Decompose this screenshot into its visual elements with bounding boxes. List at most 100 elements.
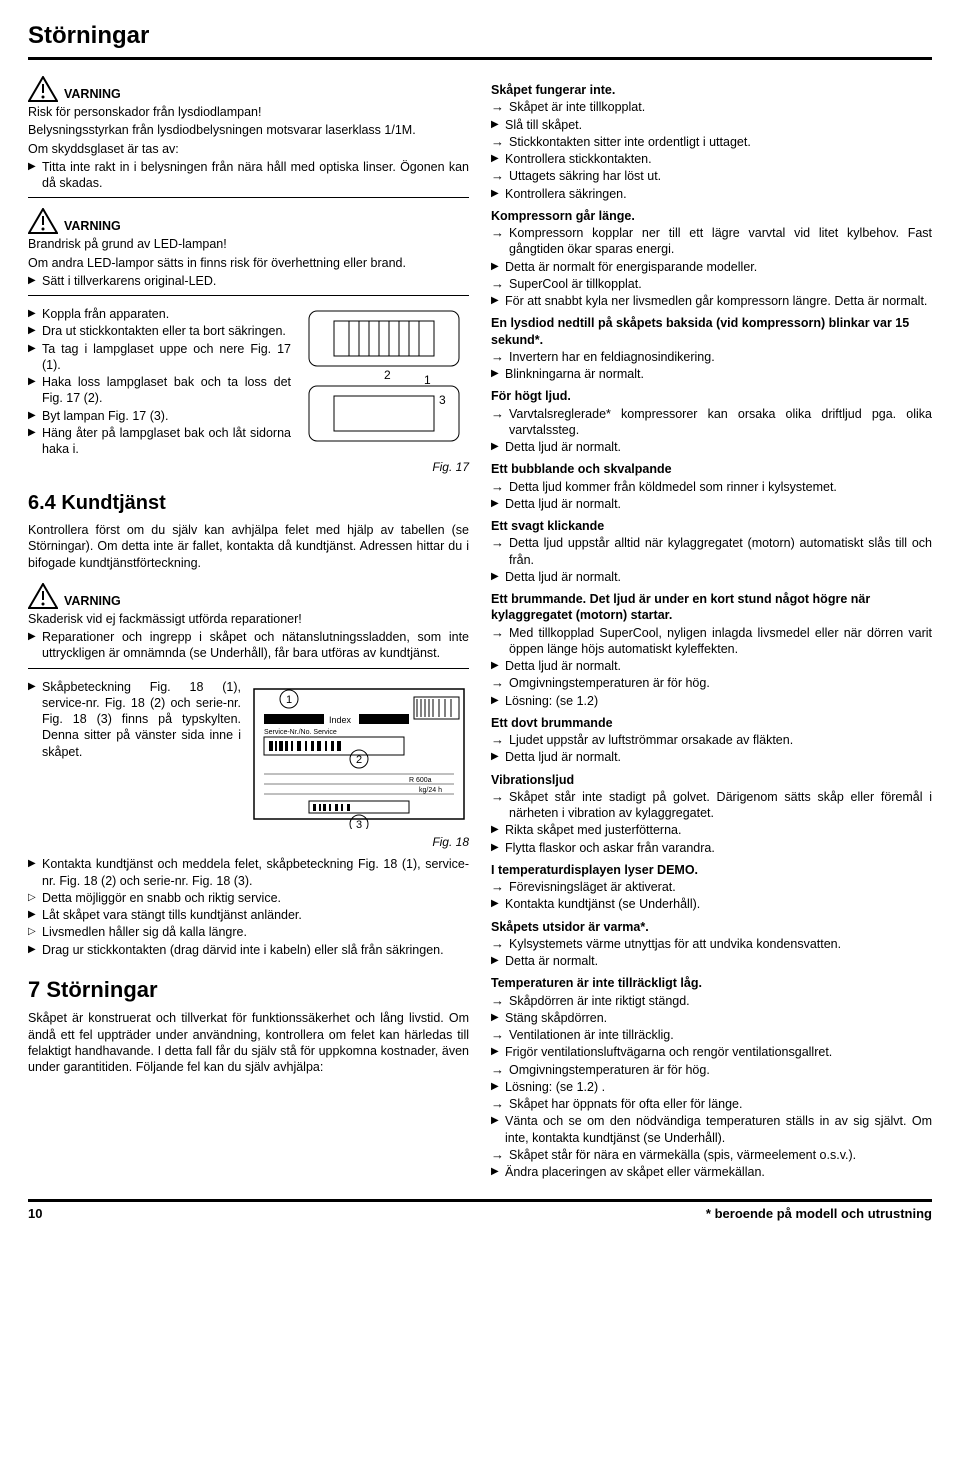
contact-t1: Detta möjliggör en snabb och riktig serv… bbox=[28, 890, 469, 906]
g8-b1: Detta ljud är normalt. bbox=[491, 749, 932, 765]
figure-17: 2 1 3 bbox=[299, 306, 469, 450]
contact-b3: Drag ur stickkontakten (drag därvid inte… bbox=[28, 942, 469, 958]
fig18-row: Skåpbeteckning Fig. 18 (1), service-nr. … bbox=[28, 679, 469, 833]
warn-rule bbox=[28, 197, 469, 198]
warn1-p1: Risk för personskador från lysdiodlampan… bbox=[28, 104, 469, 120]
g5-a1: Detta ljud kommer från köldmedel som rin… bbox=[491, 479, 932, 495]
g7-b1: Detta ljud är normalt. bbox=[491, 658, 932, 674]
typeplate-text: Skåpbeteckning Fig. 18 (1), service-nr. … bbox=[28, 679, 241, 760]
warn3-p1: Skaderisk vid ej fackmässigt utförda rep… bbox=[28, 611, 469, 627]
g9-a1: Skåpet står inte stadigt på golvet. Däri… bbox=[491, 789, 932, 822]
g10-h: I temperaturdisplayen lyser DEMO. bbox=[491, 862, 932, 878]
g9-h: Vibrationsljud bbox=[491, 772, 932, 788]
fig17-row: Koppla från apparaten. Dra ut stickkonta… bbox=[28, 306, 469, 458]
g12-h: Temperaturen är inte tillräckligt låg. bbox=[491, 975, 932, 991]
warning-1: VARNING Risk för personskador från lysdi… bbox=[28, 76, 469, 198]
g1-a2: Stickkontakten sitter inte ordentligt i … bbox=[491, 134, 932, 150]
g12-a3: Omgivningstemperaturen är för hög. bbox=[491, 1062, 932, 1078]
g1-h: Skåpet fungerar inte. bbox=[491, 82, 932, 98]
fig18-caption: Fig. 18 bbox=[28, 835, 469, 851]
contact-b1: Kontakta kundtjänst och meddela felet, s… bbox=[28, 856, 469, 889]
warning-label: VARNING bbox=[64, 86, 121, 102]
svg-text:kg/24 h: kg/24 h bbox=[419, 787, 442, 794]
svg-text:2: 2 bbox=[356, 754, 362, 766]
g5-b1: Detta ljud är normalt. bbox=[491, 496, 932, 512]
g2-b1: Detta är normalt för energisparande mode… bbox=[491, 259, 932, 275]
warn1-p2: Belysningsstyrkan från lysdiodbelysninge… bbox=[28, 122, 469, 138]
warning-icon bbox=[28, 583, 58, 609]
g12-b3: Lösning: (se 1.2) . bbox=[491, 1079, 932, 1095]
heading-service: 6.4 Kundtjänst bbox=[28, 490, 469, 516]
step-1: Koppla från apparaten. bbox=[28, 306, 291, 322]
p7: Skåpet är konstruerat och tillverkat för… bbox=[28, 1010, 469, 1075]
g2-h: Kompressorn går länge. bbox=[491, 208, 932, 224]
warning-3: VARNING Skaderisk vid ej fackmässigt utf… bbox=[28, 583, 469, 669]
step-4: Haka loss lampglaset bak och ta loss det… bbox=[28, 374, 291, 407]
g7-a2: Omgivningstemperaturen är för hög. bbox=[491, 675, 932, 691]
g2-b2: För att snabbt kyla ner livsmedlen går k… bbox=[491, 293, 932, 309]
g7-b2: Lösning: (se 1.2) bbox=[491, 693, 932, 709]
g1-a3: Uttagets säkring har löst ut. bbox=[491, 168, 932, 184]
footer: 10 * beroende på modell och utrustning bbox=[28, 1199, 932, 1223]
g1-b1: Slå till skåpet. bbox=[491, 117, 932, 133]
g8-a1: Ljudet uppstår av luftströmmar orsakade … bbox=[491, 732, 932, 748]
g10-b1: Kontakta kundtjänst (se Underhåll). bbox=[491, 896, 932, 912]
svg-text:3: 3 bbox=[356, 819, 362, 829]
page-number: 10 bbox=[28, 1206, 42, 1223]
warn-rule bbox=[28, 668, 469, 669]
g3-h: En lysdiod nedtill på skåpets baksida (v… bbox=[491, 315, 932, 348]
g4-a1: Varvtalsreglerade* kompressorer kan orsa… bbox=[491, 406, 932, 439]
warn2-b1: Sätt i tillverkarens original-LED. bbox=[28, 273, 469, 289]
warn1-p3: Om skyddsglaset är tas av: bbox=[28, 141, 469, 157]
warning-2: VARNING Brandrisk på grund av LED-lampan… bbox=[28, 208, 469, 296]
g12-a1: Skåpdörren är inte riktigt stängd. bbox=[491, 993, 932, 1009]
svg-text:1: 1 bbox=[286, 694, 292, 706]
g7-a1: Med tillkopplad SuperCool, nyligen inlag… bbox=[491, 625, 932, 658]
g10-a1: Förevisningsläget är aktiverat. bbox=[491, 879, 932, 895]
g9-b1: Rikta skåpet med justerfötterna. bbox=[491, 822, 932, 838]
g4-h: För högt ljud. bbox=[491, 388, 932, 404]
step-3: Ta tag i lampglaset uppe och nere Fig. 1… bbox=[28, 341, 291, 374]
svg-text:2: 2 bbox=[384, 368, 391, 382]
g12-a5: Skåpet står för nära en värmekälla (spis… bbox=[491, 1147, 932, 1163]
g5-h: Ett bubblande och skvalpande bbox=[491, 461, 932, 477]
g3-b1: Blinkningarna är normalt. bbox=[491, 366, 932, 382]
svg-text:Index: Index bbox=[329, 715, 352, 725]
g11-a1: Kylsystemets värme utnyttjas för att und… bbox=[491, 936, 932, 952]
g6-b1: Detta ljud är normalt. bbox=[491, 569, 932, 585]
contact-t2: Livsmedlen håller sig då kalla längre. bbox=[28, 924, 469, 940]
footer-note: * beroende på modell och utrustning bbox=[706, 1206, 932, 1223]
warn2-p2: Om andra LED-lampor sätts in finns risk … bbox=[28, 255, 469, 271]
service-p: Kontrollera först om du själv kan avhjäl… bbox=[28, 522, 469, 571]
warn1-b1: Titta inte rakt in i belysningen från nä… bbox=[28, 159, 469, 192]
g12-b4: Vänta och se om den nödvändiga temperatu… bbox=[491, 1113, 932, 1146]
g12-b5: Ändra placeringen av skåpet eller värmek… bbox=[491, 1164, 932, 1180]
contact-b2: Låt skåpet vara stängt tills kundtjänst … bbox=[28, 907, 469, 923]
svg-text:R 600a: R 600a bbox=[409, 777, 432, 784]
warn2-p1: Brandrisk på grund av LED-lampan! bbox=[28, 236, 469, 252]
step-6: Häng åter på lampglaset bak och låt sido… bbox=[28, 425, 291, 458]
warning-label: VARNING bbox=[64, 218, 121, 234]
g9-b2: Flytta flaskor och askar från varandra. bbox=[491, 840, 932, 856]
g6-h: Ett svagt klickande bbox=[491, 518, 932, 534]
page-title: Störningar bbox=[28, 20, 932, 51]
warn3-b1: Reparationer och ingrepp i skåpet och nä… bbox=[28, 629, 469, 662]
step-5: Byt lampan Fig. 17 (3). bbox=[28, 408, 291, 424]
g12-a4: Skåpet har öppnats för ofta eller för lä… bbox=[491, 1096, 932, 1112]
g1-b3: Kontrollera säkringen. bbox=[491, 186, 932, 202]
g11-b1: Detta är normalt. bbox=[491, 953, 932, 969]
g2-a2: SuperCool är tillkopplat. bbox=[491, 276, 932, 292]
g3-a1: Invertern har en feldiagnosindikering. bbox=[491, 349, 932, 365]
svg-text:1: 1 bbox=[424, 373, 431, 387]
g12-a2: Ventilationen är inte tillräcklig. bbox=[491, 1027, 932, 1043]
right-column: Skåpet fungerar inte. Skåpet är inte til… bbox=[491, 76, 932, 1181]
svg-text:Service-Nr./No. Service: Service-Nr./No. Service bbox=[264, 729, 337, 736]
warning-icon bbox=[28, 208, 58, 234]
title-rule bbox=[28, 57, 932, 60]
g4-b1: Detta ljud är normalt. bbox=[491, 439, 932, 455]
g6-a1: Detta ljud uppstår alltid när kylaggrega… bbox=[491, 535, 932, 568]
g12-b1: Stäng skåpdörren. bbox=[491, 1010, 932, 1026]
g12-b2: Frigör ventilationsluftvägarna och rengö… bbox=[491, 1044, 932, 1060]
g11-h: Skåpets utsidor är varma*. bbox=[491, 919, 932, 935]
warning-icon bbox=[28, 76, 58, 102]
